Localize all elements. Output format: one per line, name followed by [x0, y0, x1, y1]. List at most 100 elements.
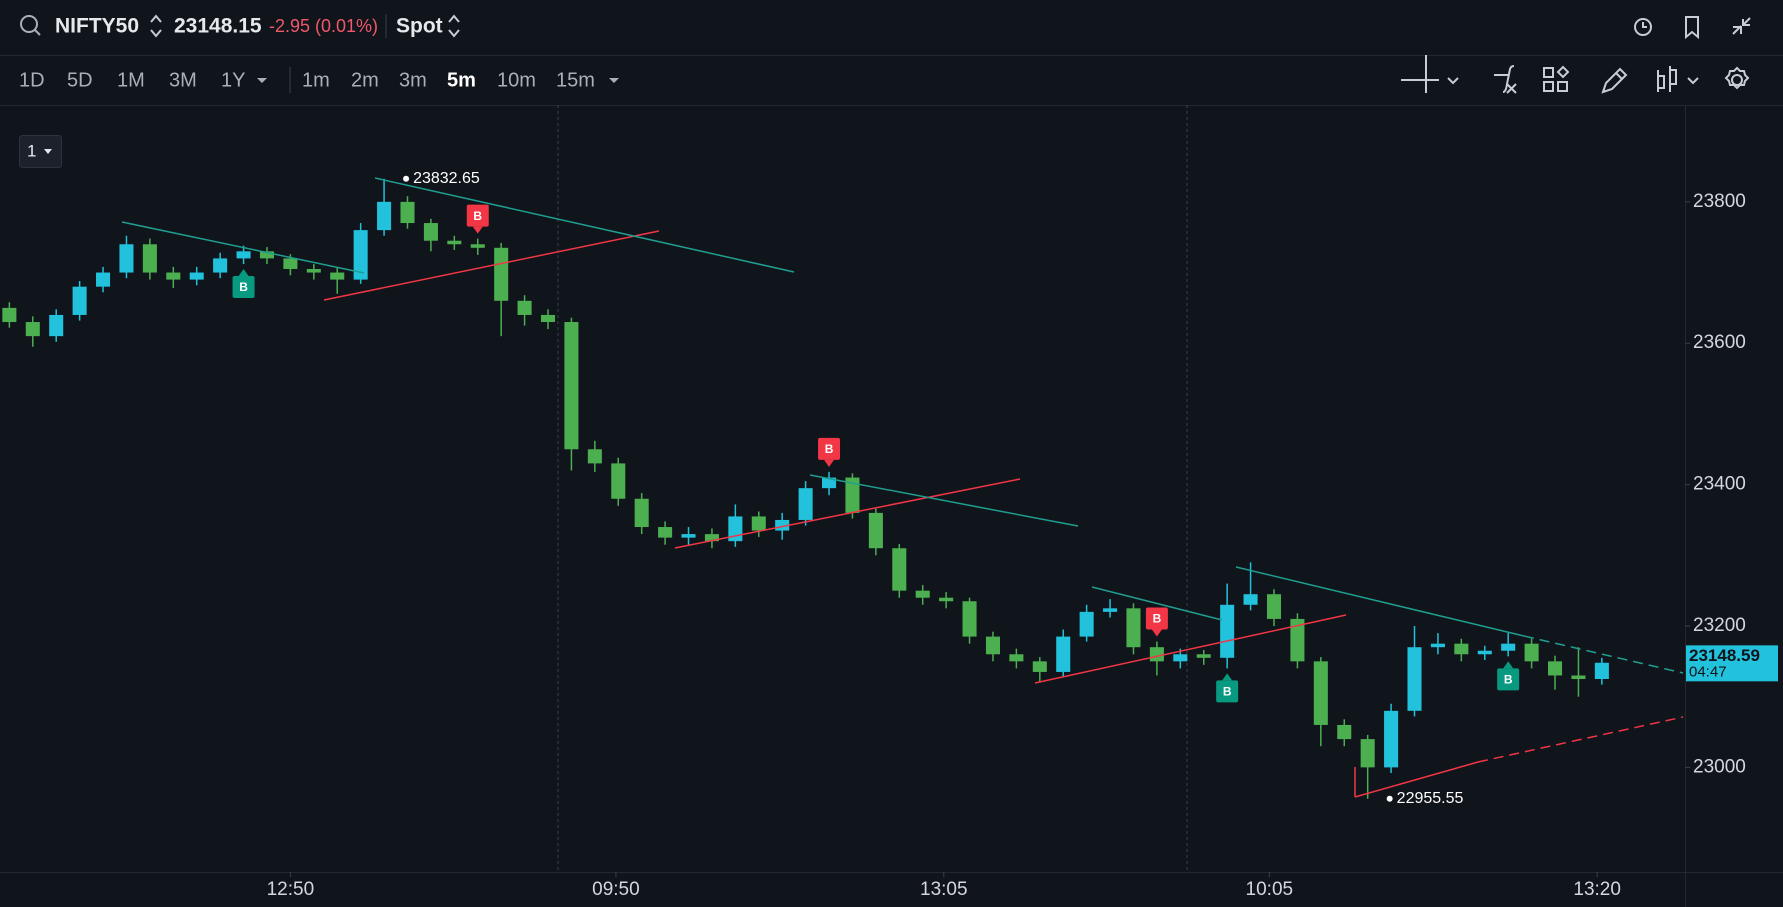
signal-label: B [1223, 685, 1232, 699]
trend-line[interactable] [809, 474, 1079, 527]
candle-body [634, 498, 649, 528]
candle-body [1009, 654, 1024, 662]
candle-body [25, 322, 40, 337]
candle-body [213, 258, 228, 273]
draw-icon[interactable] [1601, 67, 1628, 94]
interval-button[interactable]: 15m [556, 69, 595, 91]
candle-body [517, 300, 532, 315]
candle-body [1407, 647, 1422, 711]
templates-icon [1543, 81, 1554, 92]
x-tick-label: 13:05 [920, 879, 968, 900]
mode[interactable]: Spot [396, 15, 443, 38]
candle-body [1243, 594, 1258, 605]
range-button[interactable]: 5D [67, 69, 93, 91]
candle-body [2, 307, 17, 323]
signal-label: B [239, 280, 248, 294]
range-button[interactable]: 1Y [221, 69, 245, 91]
candle-body [845, 477, 860, 513]
candle-body [423, 223, 438, 241]
trend-line[interactable] [674, 478, 1021, 549]
collapse-icon[interactable] [1732, 17, 1751, 35]
candle-body [1220, 604, 1235, 658]
candle-body [1337, 724, 1352, 740]
indicators-icon[interactable] [1494, 65, 1517, 94]
candle-body [962, 601, 977, 637]
trend-line[interactable] [323, 230, 660, 301]
interval-button[interactable]: 3m [399, 69, 427, 91]
caret [257, 78, 267, 83]
candle-body [1266, 594, 1282, 619]
signal-marker[interactable] [1216, 680, 1239, 703]
signal-marker[interactable] [1145, 607, 1168, 630]
price: 23148.15 [174, 15, 262, 38]
candle-body [1454, 643, 1469, 655]
interval-button[interactable]: 10m [497, 69, 536, 91]
signal-label: B [473, 209, 482, 223]
interval-button[interactable]: 5m [447, 69, 476, 91]
signal-marker[interactable] [232, 276, 255, 299]
candle-body [658, 527, 673, 538]
symbol-switch[interactable] [150, 14, 162, 38]
trend-line[interactable] [1235, 566, 1525, 637]
candle-body [1149, 647, 1164, 662]
trend-line[interactable] [1354, 761, 1479, 798]
candle-body [259, 251, 275, 259]
range-button[interactable]: 1M [117, 69, 145, 91]
candle-body [751, 516, 766, 531]
countdown: 04:47 [1689, 663, 1727, 680]
search-icon[interactable] [20, 15, 38, 33]
candle-body [1196, 654, 1211, 658]
candle-body [1524, 643, 1539, 662]
price-change: -2.95 (0.01%) [269, 16, 378, 36]
candle-body [1126, 608, 1141, 648]
candle-body [96, 272, 111, 287]
settings-icon [1724, 66, 1750, 90]
interval-button[interactable]: 2m [351, 69, 379, 91]
signal-marker[interactable] [466, 204, 489, 227]
candle-body [1290, 618, 1305, 662]
range-button[interactable]: 1D [19, 69, 45, 91]
signal-pointer [824, 459, 835, 467]
symbol[interactable]: NIFTY50 [55, 15, 139, 38]
annotation-label: 22955.55 [1397, 790, 1464, 807]
candle-body [564, 322, 579, 450]
trend-line[interactable] [121, 221, 365, 274]
trend-line[interactable] [1091, 586, 1223, 621]
candle-body [704, 534, 719, 542]
candle-body [1430, 643, 1445, 648]
candle-body [1571, 675, 1586, 680]
signal-pointer [472, 226, 483, 234]
candle-body [377, 201, 392, 231]
interval-button[interactable]: 1m [302, 69, 330, 91]
chart-type-icon[interactable] [1657, 66, 1677, 92]
alert-icon [1642, 22, 1647, 28]
candle-body [1477, 650, 1492, 655]
bookmark-icon[interactable] [1685, 16, 1699, 40]
candle-body [1384, 710, 1399, 768]
candle-body [1360, 739, 1375, 768]
x-tick-label: 09:50 [592, 879, 640, 900]
layout-badge[interactable] [19, 135, 62, 168]
trend-line-projection [1523, 635, 1684, 674]
templates-icon[interactable] [1543, 67, 1554, 78]
drawings [121, 177, 1684, 798]
caret [1687, 77, 1699, 85]
signal-label: B [1153, 612, 1162, 626]
trend-line-projection [1477, 716, 1684, 763]
candle-body [915, 590, 930, 598]
candle-body [470, 244, 485, 248]
x-tick-label: 10:05 [1246, 879, 1294, 900]
alert-icon[interactable] [1634, 18, 1652, 36]
mode-switch[interactable] [448, 14, 460, 38]
candle-body [868, 512, 883, 549]
settings-icon[interactable] [1731, 74, 1743, 86]
trend-line[interactable] [374, 177, 795, 273]
signal-marker[interactable] [1497, 668, 1520, 691]
trend-line[interactable] [1034, 614, 1347, 684]
candle-body [939, 597, 954, 602]
range-button[interactable]: 3M [169, 69, 197, 91]
signal-marker[interactable] [818, 437, 841, 460]
signal-pointer [1503, 661, 1514, 669]
